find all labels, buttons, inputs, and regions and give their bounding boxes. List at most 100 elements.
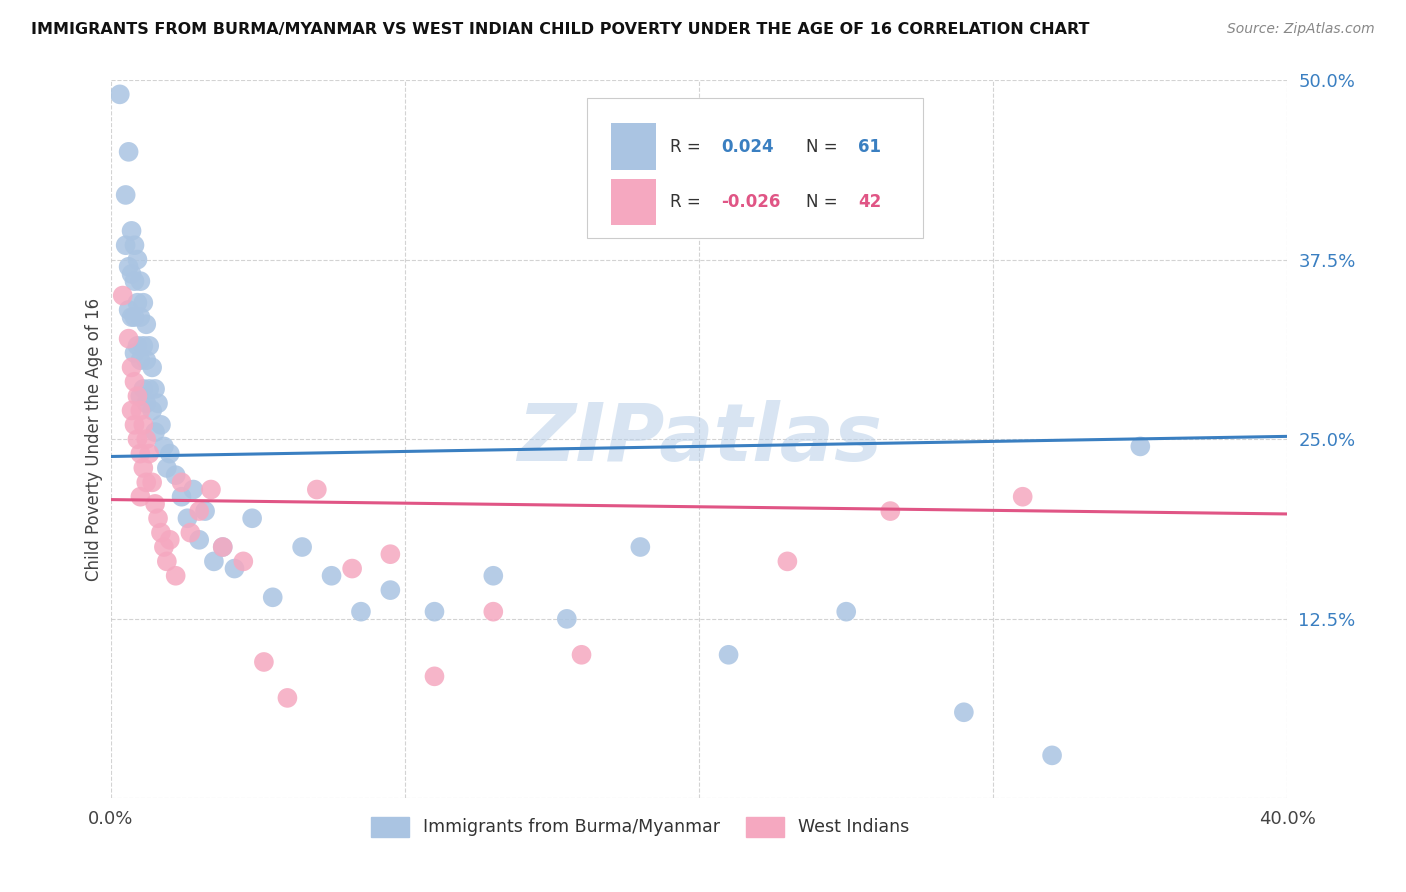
Point xyxy=(114,238,136,252)
Point xyxy=(571,648,593,662)
Point xyxy=(276,690,298,705)
Point xyxy=(170,490,193,504)
Point xyxy=(482,568,505,582)
Point xyxy=(135,432,157,446)
Point xyxy=(124,346,146,360)
Point xyxy=(132,339,155,353)
Point xyxy=(628,540,651,554)
Point xyxy=(165,568,187,582)
Legend: Immigrants from Burma/Myanmar, West Indians: Immigrants from Burma/Myanmar, West Indi… xyxy=(364,810,917,844)
Text: N =: N = xyxy=(806,137,844,156)
Point xyxy=(132,382,155,396)
Point xyxy=(350,605,373,619)
Point xyxy=(149,417,172,432)
Point xyxy=(176,511,198,525)
Point xyxy=(423,669,446,683)
Point xyxy=(879,504,901,518)
Text: 0.024: 0.024 xyxy=(721,137,775,156)
Text: N =: N = xyxy=(806,194,844,211)
Point xyxy=(129,447,152,461)
Point xyxy=(253,655,276,669)
Point xyxy=(138,382,160,396)
FancyBboxPatch shape xyxy=(588,98,922,238)
Point xyxy=(111,288,134,302)
Point xyxy=(121,403,143,417)
Point xyxy=(129,274,152,288)
Point xyxy=(135,396,157,410)
Point xyxy=(482,605,505,619)
Point xyxy=(1040,748,1063,763)
Point xyxy=(132,461,155,475)
Point xyxy=(121,267,143,281)
Point xyxy=(179,525,201,540)
Point xyxy=(224,561,246,575)
Point xyxy=(340,561,363,575)
Point xyxy=(124,238,146,252)
Point xyxy=(124,310,146,324)
Point xyxy=(232,554,254,568)
Point xyxy=(117,302,139,317)
Point xyxy=(108,87,131,102)
Y-axis label: Child Poverty Under the Age of 16: Child Poverty Under the Age of 16 xyxy=(86,298,103,581)
Point xyxy=(240,511,263,525)
Point xyxy=(127,432,149,446)
Point xyxy=(135,353,157,368)
Text: R =: R = xyxy=(669,137,706,156)
Point xyxy=(262,591,284,605)
Point xyxy=(835,605,858,619)
Point xyxy=(673,166,696,180)
Point xyxy=(135,475,157,490)
Point xyxy=(127,295,149,310)
Point xyxy=(159,447,181,461)
Point xyxy=(423,605,446,619)
Point xyxy=(159,533,181,547)
Point xyxy=(129,310,152,324)
Point xyxy=(380,547,402,561)
Point xyxy=(953,706,976,720)
Point xyxy=(188,504,211,518)
Point xyxy=(776,554,799,568)
Point xyxy=(129,353,152,368)
FancyBboxPatch shape xyxy=(612,123,655,170)
Text: Source: ZipAtlas.com: Source: ZipAtlas.com xyxy=(1227,22,1375,37)
Point xyxy=(114,188,136,202)
Point xyxy=(165,468,187,483)
Text: -0.026: -0.026 xyxy=(721,194,780,211)
Point xyxy=(138,339,160,353)
Point xyxy=(129,389,152,403)
Point xyxy=(153,439,176,453)
Point xyxy=(127,252,149,267)
Point xyxy=(124,274,146,288)
Point xyxy=(170,475,193,490)
Text: IMMIGRANTS FROM BURMA/MYANMAR VS WEST INDIAN CHILD POVERTY UNDER THE AGE OF 16 C: IMMIGRANTS FROM BURMA/MYANMAR VS WEST IN… xyxy=(31,22,1090,37)
Point xyxy=(717,648,740,662)
Point xyxy=(121,224,143,238)
Point xyxy=(146,511,169,525)
Point xyxy=(117,145,139,159)
Point xyxy=(141,360,163,375)
Point xyxy=(181,483,204,497)
Point xyxy=(141,475,163,490)
Point xyxy=(555,612,578,626)
Point xyxy=(1129,439,1152,453)
Point xyxy=(127,389,149,403)
Point xyxy=(117,332,139,346)
Point xyxy=(321,568,343,582)
Point xyxy=(211,540,233,554)
Text: 61: 61 xyxy=(858,137,882,156)
Point xyxy=(211,540,233,554)
Point xyxy=(153,540,176,554)
Point xyxy=(132,295,155,310)
Point xyxy=(305,483,328,497)
Point xyxy=(132,417,155,432)
Point xyxy=(202,554,225,568)
Point xyxy=(200,483,222,497)
Point xyxy=(129,403,152,417)
Point xyxy=(194,504,217,518)
Point xyxy=(380,583,402,598)
Point xyxy=(121,310,143,324)
Point xyxy=(124,375,146,389)
FancyBboxPatch shape xyxy=(612,178,655,226)
Point xyxy=(146,396,169,410)
Point xyxy=(143,497,166,511)
